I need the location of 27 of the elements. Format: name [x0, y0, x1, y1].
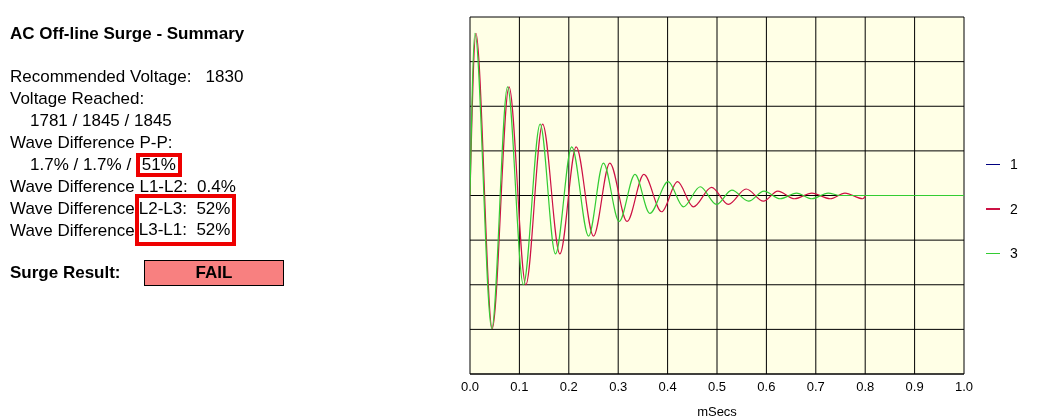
x-tick-label: 0.2	[559, 379, 578, 395]
text: 1781 / 1845 / 1845	[29, 110, 173, 132]
x-tick-label: 0.0	[460, 379, 480, 395]
outline-frame: 51%	[135, 153, 182, 177]
text: Surge Result:	[10, 263, 122, 283]
x-tick-label: 0.6	[757, 379, 776, 395]
text: AC Off-line Surge - Summary	[10, 24, 246, 45]
x-tick-label: 0.7	[806, 379, 825, 395]
legend-label: 1	[1010, 156, 1018, 173]
x-tick-label: 0.1	[510, 379, 529, 395]
text: 1.7% / 1.7% /	[30, 155, 132, 174]
result-box: FAIL	[144, 260, 284, 286]
x-axis-title: mSecs	[697, 404, 738, 416]
legend-label: 2	[1010, 200, 1018, 217]
x-tick-label: 0.4	[658, 379, 677, 395]
x-tick-label: 1.0	[954, 379, 974, 395]
text: Wave Difference	[10, 198, 135, 220]
outline-frame: L2-L3: 52% L3-L1: 52%	[134, 194, 237, 246]
legend-label: 3	[1010, 245, 1018, 262]
text: Voltage Reached:	[10, 88, 146, 110]
x-tick-label: 0.3	[609, 379, 628, 395]
x-tick-label: 0.9	[905, 379, 924, 395]
x-tick-label: 0.8	[856, 379, 875, 395]
x-tick-label: 0.5	[707, 379, 727, 395]
text: Wave Difference P-P:	[10, 132, 174, 154]
text: Wave Difference	[10, 220, 135, 242]
text: Recommended Voltage: 1830	[10, 66, 245, 88]
